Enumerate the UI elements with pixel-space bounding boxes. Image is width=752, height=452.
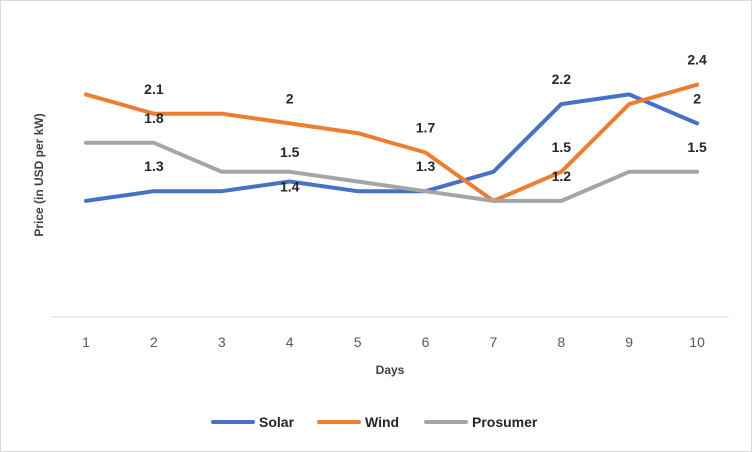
series-line-prosumer	[84, 140, 700, 203]
data-label-prosumer: 1.8	[144, 110, 164, 126]
x-tick-label: 8	[557, 334, 565, 350]
data-label-prosumer: 1.5	[687, 139, 707, 155]
data-label-solar: 2.2	[552, 71, 572, 87]
data-label-wind: 2	[286, 90, 294, 106]
x-tick-label: 4	[286, 334, 294, 350]
data-label-wind: 2.4	[687, 52, 707, 68]
data-label-prosumer: 1.2	[552, 168, 572, 184]
x-tick-label: 1	[82, 334, 90, 350]
legend-label-wind: Wind	[365, 414, 399, 430]
data-label-prosumer: 1.5	[280, 144, 300, 160]
x-tick-label: 9	[625, 334, 633, 350]
legend-label-solar: Solar	[259, 414, 295, 430]
x-tick-label: 5	[354, 334, 362, 350]
x-tick-label: 3	[218, 334, 226, 350]
x-tick-label: 10	[689, 334, 705, 350]
data-label-wind: 1.5	[552, 139, 572, 155]
x-tick-label: 7	[490, 334, 498, 350]
x-axis-title: Days	[376, 363, 405, 377]
data-label-wind: 1.7	[416, 119, 436, 135]
data-label-wind: 2.1	[144, 81, 164, 97]
x-tick-label: 2	[150, 334, 158, 350]
data-label-solar: 1.4	[280, 179, 300, 195]
data-label-prosumer: 1.3	[416, 158, 436, 174]
legend-label-prosumer: Prosumer	[472, 414, 538, 430]
data-label-solar: 1.3	[144, 158, 164, 174]
y-axis-title: Price (in USD per kW)	[32, 113, 46, 236]
x-tick-label: 6	[422, 334, 430, 350]
series-line-solar	[84, 92, 700, 203]
data-label-solar: 2	[693, 90, 701, 106]
series-line-wind	[84, 82, 700, 203]
